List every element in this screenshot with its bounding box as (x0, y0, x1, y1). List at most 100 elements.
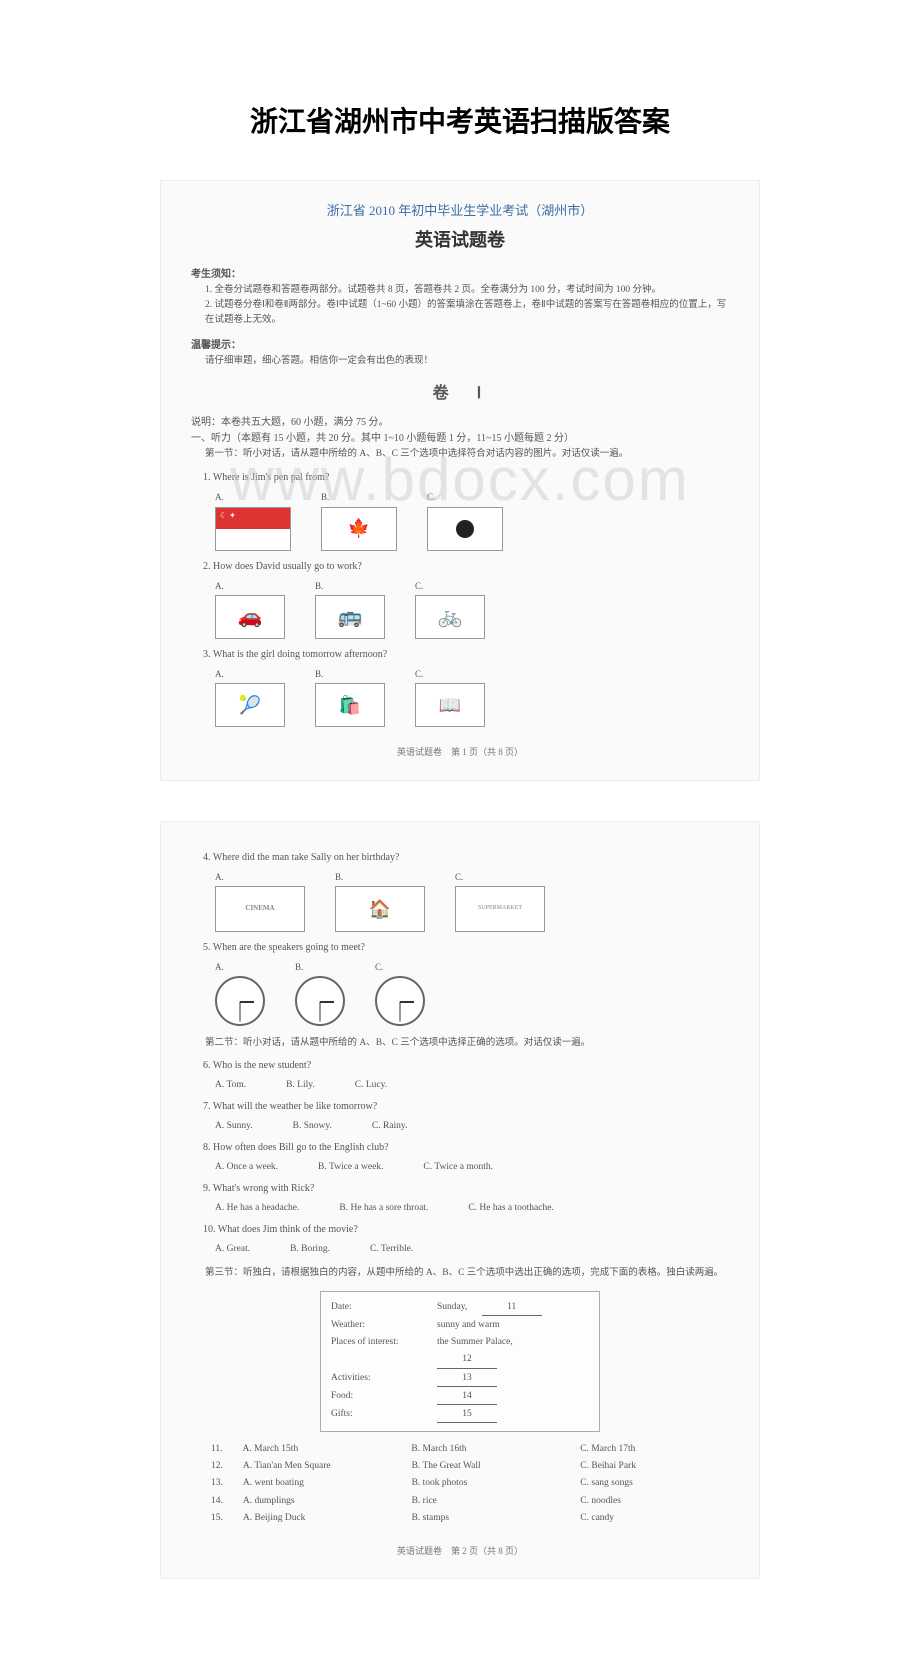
shopping-icon (315, 683, 385, 727)
q1-opt-c: C. (427, 490, 435, 504)
r15-a: A. Beijing Duck (243, 1511, 392, 1526)
q1-opt-b: B. (321, 490, 329, 504)
r13-n: 13. (211, 1476, 223, 1491)
q8-text: 8. How often does Bill go to the English… (203, 1140, 729, 1156)
q9-b: B. He has a sore throat. (339, 1201, 428, 1216)
q10-b: B. Boring. (290, 1242, 330, 1257)
blank-15: 15 (437, 1407, 497, 1423)
q10-a: A. Great. (215, 1242, 250, 1257)
note-food-label: Food: (331, 1389, 431, 1405)
volume-note: 说明：本卷共五大题，60 小题，满分 75 分。 (191, 415, 729, 431)
r11-b: B. March 16th (411, 1442, 560, 1457)
clock-icon (295, 976, 345, 1026)
scanned-page-1: 浙江省 2010 年初中毕业生学业考试（湖州市） 英语试题卷 考生须知： 1. … (160, 180, 760, 781)
q3-opt-a: A. (215, 667, 224, 681)
note-date-val: Sunday, (437, 1300, 467, 1316)
q4-opt-a: A. (215, 870, 224, 884)
question-5: 5. When are the speakers going to meet? … (191, 940, 729, 1026)
bicycle-icon (415, 595, 485, 639)
singapore-flag-icon (215, 507, 291, 551)
scanned-page-2: 4. Where did the man take Sally on her b… (160, 821, 760, 1580)
q7-text: 7. What will the weather be like tomorro… (203, 1099, 729, 1115)
question-4: 4. Where did the man take Sally on her b… (191, 850, 729, 932)
q5-opt-b: B. (295, 960, 303, 974)
volume-1-label: 卷 Ⅰ (191, 381, 729, 407)
q2-opt-a: A. (215, 579, 224, 593)
note-act-label: Activities: (331, 1371, 431, 1387)
q5-text: 5. When are the speakers going to meet? (203, 940, 729, 956)
q1-opt-a: A. (215, 490, 224, 504)
page2-footer: 英语试题卷 第 2 页（共 8 页） (191, 1544, 729, 1558)
q2-text: 2. How does David usually go to work? (203, 559, 729, 575)
q6-a: A. Tom. (215, 1078, 246, 1093)
notes-table: Date:Sunday, 11 Weather:sunny and warm P… (320, 1291, 600, 1432)
blank-11: 11 (482, 1300, 542, 1316)
q2-opt-b: B. (315, 579, 323, 593)
question-3: 3. What is the girl doing tomorrow after… (191, 647, 729, 727)
q3-opt-c: C. (415, 667, 423, 681)
exam-title: 英语试题卷 (191, 226, 729, 255)
q8-c: C. Twice a month. (423, 1160, 493, 1175)
notice-label: 考生须知： (191, 267, 729, 283)
q4-opt-c: C. (455, 870, 463, 884)
question-2: 2. How does David usually go to work? A.… (191, 559, 729, 639)
section3-intro: 第三节：听独白，请根据独白的内容，从题中所给的 A、B、C 三个选项中选出正确的… (205, 1266, 729, 1281)
q10-c: C. Terrible. (370, 1242, 413, 1257)
q5-opt-a: A. (215, 960, 224, 974)
note-places-label: Places of interest: (331, 1335, 431, 1350)
q9-text: 9. What's wrong with Rick? (203, 1181, 729, 1197)
q6-text: 6. Who is the new student? (203, 1058, 729, 1074)
q3-text: 3. What is the girl doing tomorrow after… (203, 647, 729, 663)
r14-c: C. noodles (580, 1494, 729, 1509)
q7-b: B. Snowy. (293, 1119, 332, 1134)
r15-n: 15. (211, 1511, 223, 1526)
r13-a: A. went boating (243, 1476, 392, 1491)
note-weather-val: sunny and warm (437, 1318, 500, 1333)
bus-icon (315, 595, 385, 639)
car-icon (215, 595, 285, 639)
note-gifts-label: Gifts: (331, 1407, 431, 1423)
blank-13: 13 (437, 1371, 497, 1387)
q8-b: B. Twice a week. (318, 1160, 383, 1175)
restaurant-icon (335, 886, 425, 932)
document-title: 浙江省湖州市中考英语扫描版答案 (30, 100, 890, 140)
q9-c: C. He has a toothache. (468, 1201, 553, 1216)
r12-a: A. Tian'an Men Square (243, 1459, 392, 1474)
r14-a: A. dumplings (243, 1494, 392, 1509)
notice-2: 2. 试题卷分卷Ⅰ和卷Ⅱ两部分。卷Ⅰ中试题（1~60 小题）的答案填涂在答题卷上… (205, 298, 729, 328)
q5-opt-c: C. (375, 960, 383, 974)
clock-icon (375, 976, 425, 1026)
q9-a: A. He has a headache. (215, 1201, 299, 1216)
q6-b: B. Lily. (286, 1078, 315, 1093)
r11-n: 11. (211, 1442, 223, 1457)
r12-b: B. The Great Wall (412, 1459, 561, 1474)
cinema-icon (215, 886, 305, 932)
japan-flag-icon (427, 507, 503, 551)
q3-opt-b: B. (315, 667, 323, 681)
canada-flag-icon (321, 507, 397, 551)
r11-c: C. March 17th (580, 1442, 729, 1457)
r12-c: C. Beihai Park (580, 1459, 729, 1474)
q7-c: C. Rainy. (372, 1119, 408, 1134)
note-date-label: Date: (331, 1300, 431, 1316)
q4-opt-b: B. (335, 870, 343, 884)
r15-b: B. stamps (412, 1511, 561, 1526)
supermarket-icon (455, 886, 545, 932)
hint-text: 请仔细审题，细心答题。相信你一定会有出色的表现！ (205, 354, 729, 369)
section1-intro: 第一节：听小对话，请从题中所给的 A、B、C 三个选项中选择符合对话内容的图片。… (205, 447, 729, 462)
clock-icon (215, 976, 265, 1026)
r11-a: A. March 15th (243, 1442, 392, 1457)
question-1: 1. Where is Jim's pen pal from? A. B. C. (191, 470, 729, 550)
r15-c: C. candy (580, 1511, 729, 1526)
page1-footer: 英语试题卷 第 1 页（共 8 页） (191, 745, 729, 759)
q7-a: A. Sunny. (215, 1119, 253, 1134)
q10-text: 10. What does Jim think of the movie? (203, 1222, 729, 1238)
blank-14: 14 (437, 1389, 497, 1405)
r12-n: 12. (211, 1459, 223, 1474)
r13-b: B. took photos (412, 1476, 561, 1491)
part1-intro: 一、听力（本题有 15 小题，共 20 分。其中 1~10 小题每题 1 分，1… (191, 431, 729, 447)
r14-b: B. rice (412, 1494, 561, 1509)
notice-1: 1. 全卷分试题卷和答题卷两部分。试题卷共 8 页，答题卷共 2 页。全卷满分为… (205, 283, 729, 298)
section2-intro: 第二节：听小对话，请从题中所给的 A、B、C 三个选项中选择正确的选项。对话仅读… (205, 1036, 729, 1051)
r13-c: C. sang songs (580, 1476, 729, 1491)
